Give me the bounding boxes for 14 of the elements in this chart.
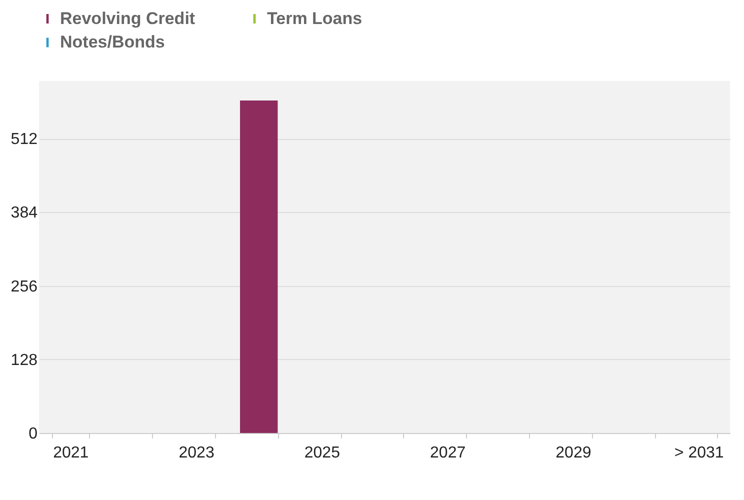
x-tick-label: 2025 bbox=[304, 444, 340, 462]
x-tick-label: 2021 bbox=[53, 444, 89, 462]
y-tick-label: 512 bbox=[10, 131, 38, 148]
legend-label: Notes/Bonds bbox=[60, 32, 165, 52]
y-tick-label: 384 bbox=[10, 204, 38, 222]
y-tick-label: 128 bbox=[10, 352, 38, 369]
y-tick-label: 256 bbox=[10, 278, 38, 296]
x-tick-label: 2023 bbox=[178, 444, 214, 462]
legend-label: Term Loans bbox=[267, 8, 362, 28]
x-tick-label: > 2031 bbox=[674, 444, 724, 462]
legend-label: Revolving Credit bbox=[60, 8, 196, 28]
x-tick-label: 2027 bbox=[430, 444, 466, 462]
y-tick-label: 0 bbox=[28, 426, 38, 442]
x-tick-label: 2029 bbox=[556, 444, 592, 462]
